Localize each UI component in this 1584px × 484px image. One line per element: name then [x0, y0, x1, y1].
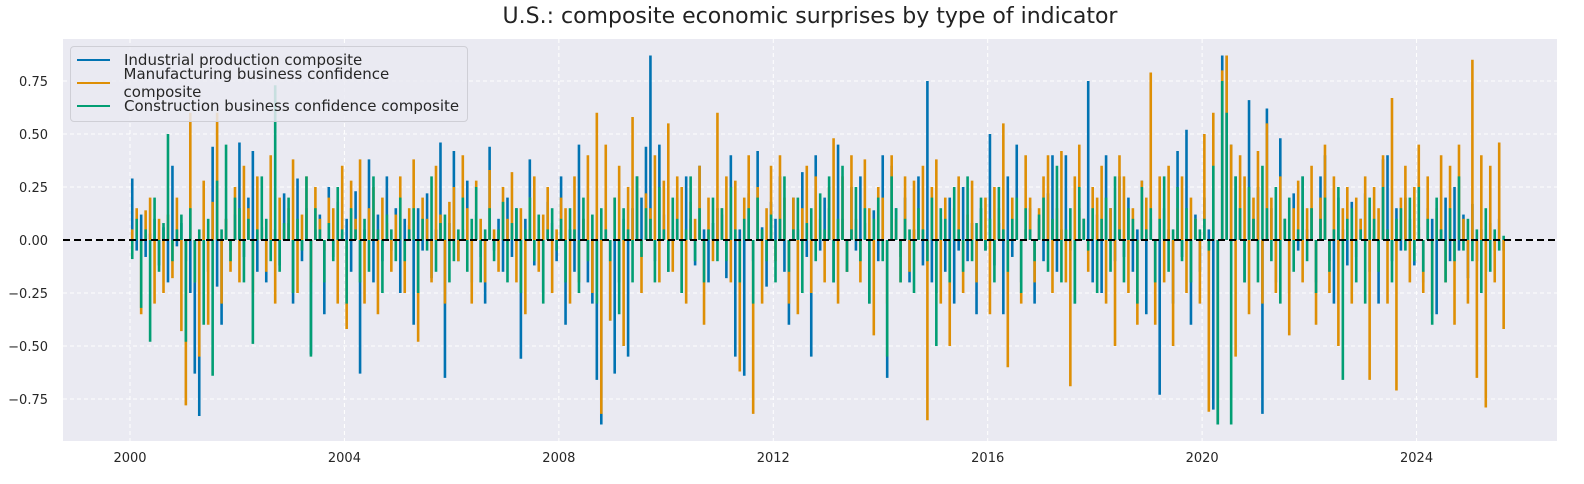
- legend-label: Manufacturing business confidence compos…: [123, 65, 390, 101]
- legend-item-industrial-production: Industrial production composite: [71, 49, 362, 71]
- y-tick-label: −0.25: [8, 287, 48, 302]
- x-tick-label: 2024: [1400, 451, 1433, 466]
- x-tick-label: 2004: [328, 451, 361, 466]
- series-group: [130, 55, 1505, 425]
- legend: Industrial production composite Manufact…: [70, 46, 468, 122]
- legend-label: Industrial production composite: [124, 51, 363, 69]
- legend-swatch: [77, 81, 110, 85]
- y-tick-label: −0.75: [8, 393, 48, 408]
- legend-label: Construction business confidence composi…: [124, 97, 460, 115]
- legend-swatch: [77, 58, 110, 62]
- series-3: [130, 80, 1505, 425]
- tick-labels: 2000 2004 2008 2012 2016 2020 2024 −0.75 −0.50 −0…: [8, 75, 1433, 466]
- x-tick-label: 2020: [1186, 451, 1219, 466]
- x-tick-label: 2016: [971, 451, 1004, 466]
- y-tick-label: 0.50: [19, 128, 48, 143]
- y-tick-label: 0.75: [19, 75, 48, 90]
- x-tick-label: 2008: [542, 451, 575, 466]
- y-tick-label: −0.50: [8, 340, 48, 355]
- chart-title: U.S.: composite economic surprises by ty…: [502, 4, 1118, 29]
- x-tick-label: 2000: [113, 451, 146, 466]
- y-tick-label: 0.25: [19, 181, 48, 196]
- legend-item-construction-confidence: Construction business confidence composi…: [71, 95, 459, 117]
- legend-item-manufacturing-confidence: Manufacturing business confidence compos…: [71, 65, 467, 101]
- x-tick-label: 2012: [757, 451, 790, 466]
- y-tick-label: 0.00: [19, 234, 48, 249]
- legend-swatch: [77, 104, 110, 108]
